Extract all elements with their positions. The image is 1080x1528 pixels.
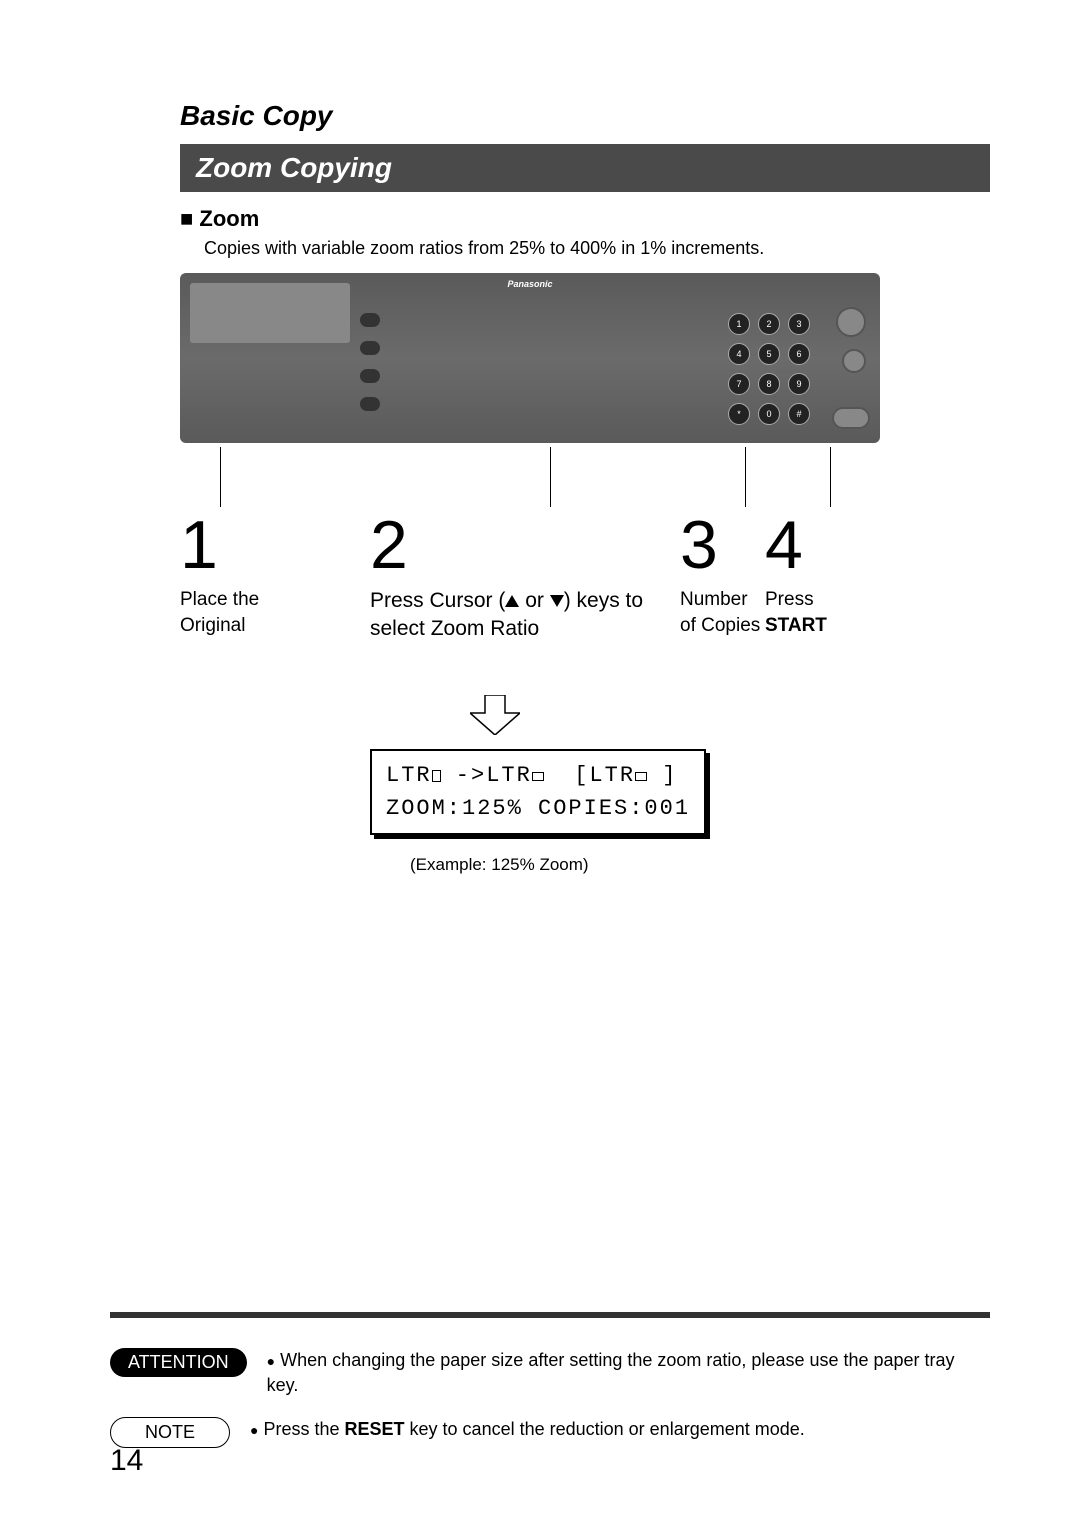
key-5: 5 (758, 343, 780, 365)
key-star: * (728, 403, 750, 425)
key-2: 2 (758, 313, 780, 335)
key-hash: # (788, 403, 810, 425)
step-number-1: 1 (180, 511, 259, 579)
step-text-2: Press Cursor ( or ) keys toselect Zoom R… (370, 587, 643, 644)
section-title: Basic Copy (180, 100, 990, 132)
clear-button-icon (836, 307, 866, 337)
step-text-3: Numberof Copies (680, 587, 760, 638)
step-number-2: 2 (370, 511, 643, 579)
start-button-icon (832, 407, 870, 429)
intro-text: Copies with variable zoom ratios from 25… (204, 238, 990, 259)
key-6: 6 (788, 343, 810, 365)
example-caption: (Example: 125% Zoom) (410, 855, 990, 875)
step-number-3: 3 (680, 511, 760, 579)
step-text-4: PressSTART (765, 587, 827, 638)
down-arrow-icon (470, 695, 990, 735)
key-1: 1 (728, 313, 750, 335)
step-number-4: 4 (765, 511, 827, 579)
key-7: 7 (728, 373, 750, 395)
keypad: 1 2 3 4 5 6 7 8 9 * 0 # (728, 313, 810, 425)
connector-lines (180, 451, 880, 511)
key-4: 4 (728, 343, 750, 365)
key-9: 9 (788, 373, 810, 395)
stop-button-icon (842, 349, 866, 373)
attention-pill: ATTENTION (110, 1348, 247, 1377)
key-8: 8 (758, 373, 780, 395)
sub-heading: Zoom (180, 206, 990, 232)
step-text-1: Place theOriginal (180, 587, 259, 638)
note-text: ● Press the RESET key to cancel the redu… (250, 1417, 805, 1441)
brand-label: Panasonic (507, 279, 552, 289)
banner-title: Zoom Copying (180, 144, 990, 192)
footer-area: ATTENTION ● When changing the paper size… (110, 1312, 990, 1468)
key-3: 3 (788, 313, 810, 335)
key-0: 0 (758, 403, 780, 425)
control-panel-illustration: Panasonic 1 2 3 4 5 6 7 8 9 * 0 # (180, 273, 880, 443)
attention-text: ● When changing the paper size after set… (267, 1348, 990, 1397)
page-number: 14 (110, 1444, 143, 1478)
lcd-display: LTR ->LTR [LTR ]ZOOM:125% COPIES:001 (370, 749, 706, 835)
divider-rule (110, 1312, 990, 1318)
